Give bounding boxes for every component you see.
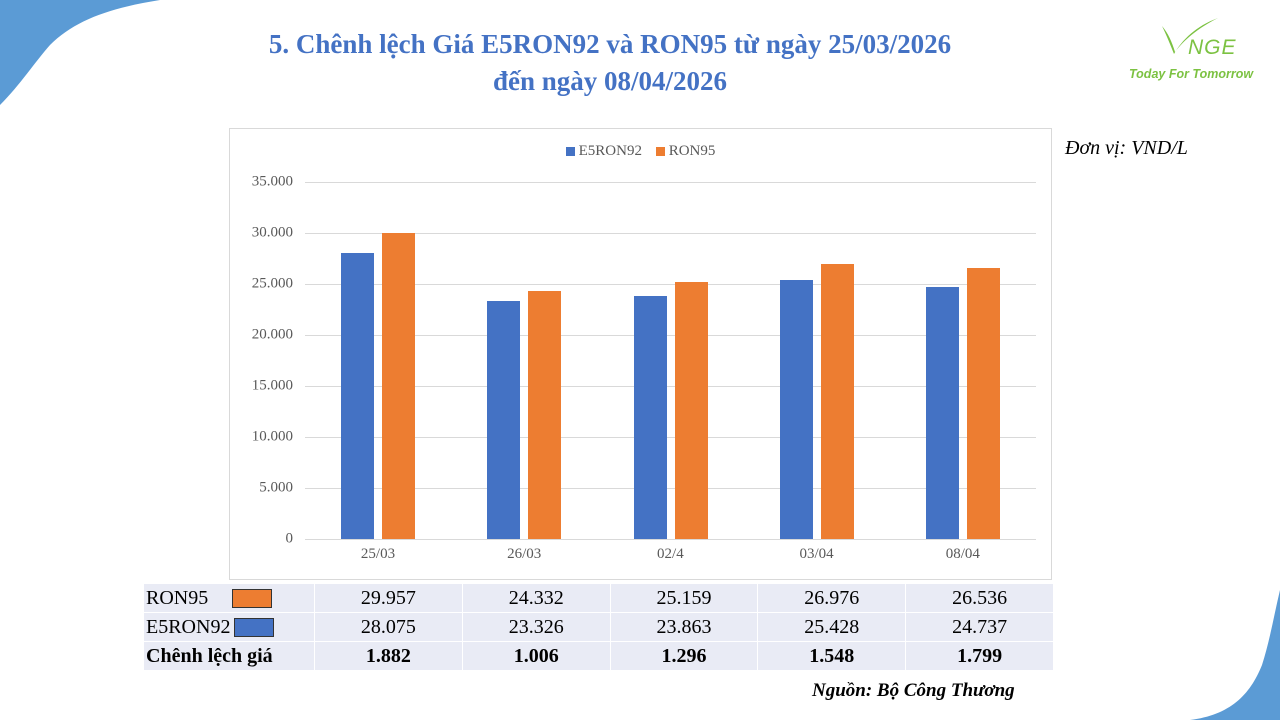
- x-axis-tick-label: 08/04: [945, 546, 980, 562]
- source-label: Nguồn: Bộ Công Thương: [812, 680, 1015, 701]
- table-cell: 25.159: [609, 583, 759, 613]
- gridline: [305, 386, 1036, 387]
- bar-ron95-03-04: [820, 263, 854, 539]
- page-title: 5. Chênh lệch Giá E5RON92 và RON95 từ ng…: [150, 26, 1070, 100]
- y-axis-tick-label: 5.000: [259, 479, 293, 496]
- y-axis-tick-label: 25.000: [251, 275, 293, 292]
- legend-label: RON95: [668, 143, 716, 159]
- table-cell: 1.006: [461, 641, 611, 671]
- gridline: [305, 233, 1036, 234]
- table-cell: 23.863: [609, 612, 759, 642]
- legend-label: E5RON92: [578, 143, 642, 159]
- y-axis-tick-label: 15.000: [251, 377, 293, 394]
- chart-legend: E5RON92 RON95: [230, 143, 1051, 161]
- x-axis-tick-label: 02/4: [657, 546, 684, 562]
- y-axis-tick-label: 35.000: [251, 173, 293, 190]
- table-cell: 26.976: [757, 583, 907, 613]
- table-cell: 1.799: [905, 641, 1054, 671]
- table-cell: 28.075: [314, 612, 463, 642]
- logo-brand-text: NGE: [1188, 36, 1237, 59]
- unit-label: Đơn vị: VND/L: [1065, 137, 1188, 159]
- y-axis-tick-label: 10.000: [251, 428, 293, 445]
- bar-e5ron92-08-04: [925, 286, 959, 539]
- table-row-price-difference: Chênh lệch giá 1.882 1.006 1.296 1.548 1…: [143, 641, 1054, 671]
- price-table: RON95 29.957 24.332 25.159 26.976 26.536…: [143, 583, 1054, 671]
- table-cell: 24.737: [905, 612, 1054, 642]
- x-axis-tick-label: 26/03: [507, 546, 542, 562]
- bar-ron95-08-04: [966, 268, 1000, 539]
- y-axis-tick-label: 20.000: [251, 326, 293, 343]
- logo-v-checkmark-icon: [1162, 18, 1218, 54]
- vnge-logo: NGE Today For Tomorrow: [1120, 12, 1270, 87]
- row-label: RON95: [143, 583, 315, 613]
- gridline: [305, 539, 1036, 540]
- gridline: [305, 335, 1036, 336]
- bar-ron95-26-03: [528, 290, 562, 539]
- bar-e5ron92-26-03: [487, 301, 521, 539]
- x-axis-tick-label: 25/03: [360, 546, 396, 562]
- table-cell: 1.548: [757, 641, 907, 671]
- bar-ron95-25-03: [382, 233, 416, 539]
- gridline: [305, 182, 1036, 183]
- table-cell: 26.536: [905, 583, 1054, 613]
- table-row-e5ron92: E5RON92 28.075 23.326 23.863 25.428 24.7…: [143, 612, 1054, 642]
- row-label: Chênh lệch giá: [143, 641, 315, 671]
- x-axis-tick-label: 03/04: [799, 546, 834, 562]
- bar-chart: E5RON92 RON95 0 5.000 10.000 15.000 20.000 25…: [229, 128, 1052, 580]
- table-cell: 25.428: [757, 612, 907, 642]
- bar-e5ron92-03-04: [779, 279, 813, 539]
- bar-ron95-02-4: [674, 282, 708, 539]
- e5ron92-swatch-icon: [234, 618, 275, 638]
- legend-item-ron95: RON95: [655, 143, 716, 160]
- table-cell: 23.326: [461, 612, 611, 642]
- table-cell: 24.332: [461, 583, 611, 613]
- gridline: [305, 488, 1036, 489]
- y-axis-tick-label: 0: [285, 530, 294, 547]
- plot-area: 0 5.000 10.000 15.000 20.000 25.000 30.000 35.0…: [252, 174, 1036, 562]
- gridline: [305, 437, 1036, 438]
- table-cell: 29.957: [314, 583, 463, 613]
- bar-e5ron92-02-4: [633, 295, 667, 539]
- table-row-ron95: RON95 29.957 24.332 25.159 26.976 26.536: [143, 583, 1054, 613]
- legend-swatch-icon: [565, 147, 575, 156]
- table-cell: 1.882: [314, 641, 463, 671]
- legend-item-e5ron92: E5RON92: [565, 143, 642, 160]
- table-cell: 1.296: [609, 641, 759, 671]
- ron95-swatch-icon: [232, 589, 273, 609]
- y-axis-tick-label: 30.000: [251, 224, 293, 241]
- title-line-1: 5. Chênh lệch Giá E5RON92 và RON95 từ ng…: [268, 29, 952, 59]
- decorative-corner-shape-top-left: [0, 0, 160, 105]
- bar-e5ron92-25-03: [341, 252, 375, 539]
- decorative-corner-shape-bottom-right: [1190, 590, 1280, 720]
- logo-tagline: Today For Tomorrow: [1129, 67, 1254, 81]
- row-label: E5RON92: [143, 612, 315, 642]
- legend-swatch-icon: [655, 147, 665, 156]
- title-line-2: đến ngày 08/04/2026: [492, 66, 728, 96]
- gridline: [305, 284, 1036, 285]
